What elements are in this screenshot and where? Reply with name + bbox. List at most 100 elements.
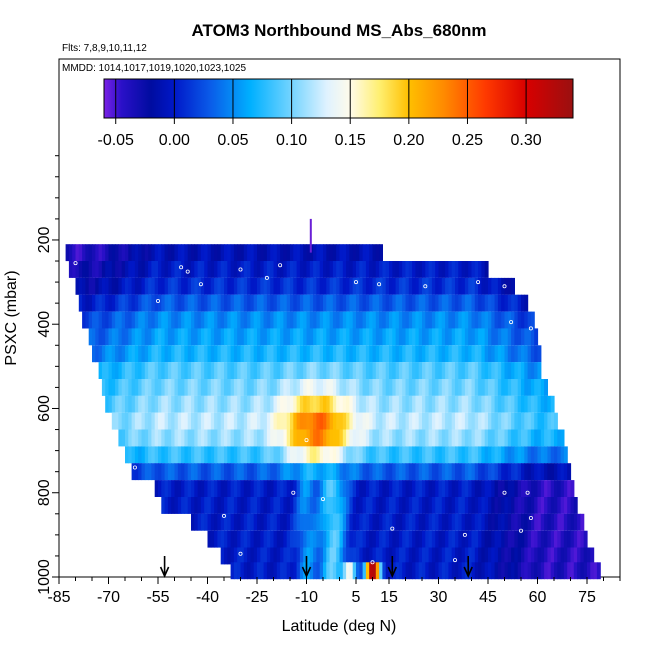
heatmap-cell: [260, 530, 265, 548]
heatmap-cell: [121, 277, 126, 295]
heatmap-cell: [174, 379, 179, 396]
heatmap-cell: [441, 412, 446, 430]
heatmap-cell: [385, 429, 390, 447]
heatmap-cell: [197, 480, 202, 497]
heatmap-cell: [547, 530, 552, 548]
heatmap-cell: [402, 463, 407, 481]
heatmap-cell: [514, 395, 519, 413]
heatmap-cell: [451, 345, 456, 363]
heatmap-cell: [342, 497, 347, 514]
heatmap-cell: [319, 412, 324, 430]
heatmap-cell: [481, 547, 486, 565]
heatmap-cell: [372, 395, 377, 413]
heatmap-cell: [488, 429, 492, 447]
heatmap-cell: [309, 218, 312, 253]
heatmap-cell: [141, 395, 146, 413]
heatmap-cell: [352, 261, 357, 278]
heatmap-cell: [478, 395, 482, 413]
heatmap-cell: [392, 446, 397, 464]
heatmap-cell: [504, 429, 509, 447]
heatmap-cell: [240, 362, 245, 379]
heatmap-cell: [398, 429, 403, 447]
heatmap-cell: [332, 362, 337, 379]
heatmap-cell: [468, 261, 473, 278]
heatmap-cell: [517, 412, 522, 430]
heatmap-cell: [253, 562, 258, 580]
heatmap-cell: [309, 463, 314, 481]
heatmap-cell: [491, 480, 496, 497]
heatmap-cell: [478, 328, 482, 346]
heatmap-cell: [290, 277, 294, 295]
heatmap-cell: [181, 480, 185, 497]
heatmap-cell: [158, 446, 162, 464]
heatmap-cell: [356, 547, 360, 565]
heatmap-cell: [151, 261, 156, 278]
heatmap-cell: [547, 480, 552, 497]
heatmap-cell: [359, 412, 364, 430]
heatmap-cell: [75, 261, 80, 278]
heatmap-cell: [369, 513, 374, 531]
heatmap-cell: [534, 513, 539, 531]
heatmap-cell: [134, 395, 139, 413]
heatmap-cell: [438, 277, 443, 295]
heatmap-cell: [507, 513, 512, 531]
heatmap-cell: [85, 311, 90, 329]
heatmap-cell: [521, 463, 525, 481]
heatmap-cell: [273, 244, 278, 262]
heatmap-cell: [544, 379, 548, 396]
heatmap-cell: [128, 244, 133, 262]
heatmap-cell: [316, 562, 321, 580]
heatmap-cell: [580, 530, 585, 548]
heatmap-cell: [448, 429, 453, 447]
heatmap-cell: [481, 562, 486, 580]
heatmap-cell: [121, 311, 126, 329]
heatmap-cell: [567, 497, 572, 514]
heatmap-cell: [507, 463, 512, 481]
heatmap-cell: [217, 311, 222, 329]
heatmap-cell: [276, 277, 281, 295]
heatmap-cell: [78, 261, 83, 278]
heatmap-cell: [346, 345, 350, 363]
heatmap-cell: [448, 513, 453, 531]
heatmap-cell: [488, 513, 492, 531]
heatmap-cell: [455, 362, 459, 379]
heatmap-cell: [316, 497, 321, 514]
heatmap-cell: [464, 547, 469, 565]
heatmap-cell: [108, 277, 113, 295]
heatmap-cell: [280, 379, 284, 396]
heatmap-cell: [435, 429, 440, 447]
heatmap-cell: [530, 311, 535, 329]
heatmap-cell: [187, 497, 192, 514]
colorbar-gradient: [103, 78, 574, 119]
heatmap-cell: [250, 480, 255, 497]
heatmap-cell: [435, 277, 440, 295]
heatmap-cell: [517, 463, 522, 481]
heatmap-cell: [253, 294, 258, 312]
heatmap-cell: [530, 379, 535, 396]
heatmap-cell: [167, 497, 172, 514]
heatmap-cell: [200, 395, 205, 413]
heatmap-cell: [530, 446, 535, 464]
heatmap-cell: [464, 463, 469, 481]
heatmap-cell: [270, 463, 275, 481]
heatmap-cell: [570, 513, 575, 531]
heatmap-cell: [194, 345, 199, 363]
heatmap-cell: [273, 446, 278, 464]
heatmap-cell: [224, 395, 228, 413]
heatmap-cell: [372, 446, 377, 464]
heatmap-cell: [332, 261, 337, 278]
heatmap-cell: [75, 277, 80, 295]
heatmap-cell: [471, 362, 476, 379]
heatmap-cell: [260, 429, 265, 447]
heatmap-cell: [563, 446, 568, 464]
heatmap-cell: [293, 412, 298, 430]
heatmap-cell: [224, 446, 228, 464]
heatmap-cell: [200, 277, 205, 295]
heatmap-cell: [537, 547, 542, 565]
heatmap-cell: [161, 497, 166, 514]
heatmap-cell: [365, 530, 370, 548]
heatmap-cell: [425, 412, 430, 430]
heatmap-cell: [382, 294, 387, 312]
heatmap-cell: [422, 294, 426, 312]
heatmap-cell: [385, 513, 390, 531]
